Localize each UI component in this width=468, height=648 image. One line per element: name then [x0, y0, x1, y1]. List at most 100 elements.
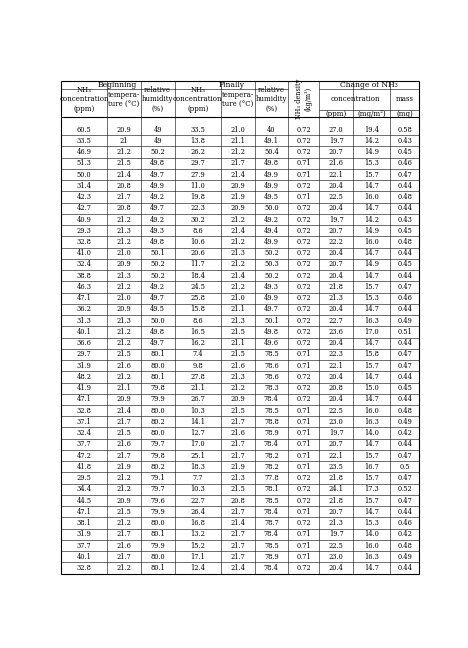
Text: 80.0: 80.0	[150, 553, 165, 561]
Text: 60.5: 60.5	[77, 126, 91, 133]
Text: 21.7: 21.7	[230, 542, 245, 550]
Text: 13.8: 13.8	[190, 137, 205, 145]
Text: 34.4: 34.4	[76, 485, 91, 493]
Text: 21.3: 21.3	[329, 294, 344, 302]
Text: 15.7: 15.7	[365, 474, 379, 482]
Text: 0.49: 0.49	[397, 317, 412, 325]
Text: (ppm): (ppm)	[326, 110, 347, 117]
Text: 49.7: 49.7	[150, 294, 165, 302]
Text: 79.7: 79.7	[150, 441, 165, 448]
Text: 0.47: 0.47	[397, 362, 412, 369]
Text: NH₃
concentration
(ppm): NH₃ concentration (ppm)	[59, 86, 109, 113]
Text: 80.1: 80.1	[150, 351, 165, 358]
Text: 8.6: 8.6	[192, 227, 203, 235]
Text: 27.8: 27.8	[190, 373, 205, 381]
Text: 21.5: 21.5	[117, 508, 132, 516]
Text: 0.72: 0.72	[297, 148, 311, 156]
Text: 49.7: 49.7	[264, 305, 279, 314]
Text: 49.8: 49.8	[150, 238, 165, 246]
Text: 16.3: 16.3	[365, 553, 379, 561]
Text: 25.1: 25.1	[190, 452, 205, 459]
Text: 20.7: 20.7	[329, 260, 344, 268]
Text: 20.9: 20.9	[117, 126, 132, 133]
Text: 0.44: 0.44	[397, 441, 412, 448]
Text: 0.44: 0.44	[397, 182, 412, 190]
Text: 0.44: 0.44	[397, 339, 412, 347]
Text: 0.47: 0.47	[397, 170, 412, 179]
Text: concentration: concentration	[330, 95, 380, 103]
Text: 14.0: 14.0	[365, 429, 379, 437]
Text: 78.5: 78.5	[264, 542, 279, 550]
Text: tempera-
ture (°C): tempera- ture (°C)	[221, 91, 254, 108]
Text: 21.3: 21.3	[329, 519, 344, 527]
Text: 21.2: 21.2	[117, 519, 132, 527]
Text: 21.4: 21.4	[230, 564, 245, 572]
Text: 37.7: 37.7	[77, 542, 91, 550]
Text: 79.9: 79.9	[150, 395, 165, 404]
Text: 22.5: 22.5	[329, 542, 344, 550]
Text: 20.6: 20.6	[190, 249, 205, 257]
Text: 42.3: 42.3	[76, 193, 91, 201]
Text: 22.1: 22.1	[329, 362, 344, 369]
Text: 21.2: 21.2	[117, 564, 132, 572]
Text: 21.5: 21.5	[230, 351, 245, 358]
Text: 50.2: 50.2	[264, 249, 279, 257]
Text: 0.71: 0.71	[297, 193, 311, 201]
Text: 40.1: 40.1	[76, 553, 91, 561]
Text: 7.7: 7.7	[192, 474, 203, 482]
Text: 12.7: 12.7	[190, 429, 205, 437]
Text: 15.3: 15.3	[365, 519, 379, 527]
Text: 0.5: 0.5	[399, 463, 410, 471]
Text: 15.7: 15.7	[365, 496, 379, 505]
Text: 20.9: 20.9	[117, 305, 132, 314]
Text: 15.3: 15.3	[365, 159, 379, 167]
Text: 21.7: 21.7	[230, 530, 245, 538]
Text: 21.2: 21.2	[117, 474, 132, 482]
Text: 21.8: 21.8	[329, 474, 344, 482]
Text: 21.0: 21.0	[230, 294, 245, 302]
Text: 17.3: 17.3	[365, 485, 379, 493]
Text: 11.7: 11.7	[190, 260, 205, 268]
Text: 16.2: 16.2	[190, 339, 205, 347]
Text: 21.1: 21.1	[230, 137, 245, 145]
Text: 21.4: 21.4	[117, 407, 132, 415]
Text: (mg): (mg)	[396, 110, 413, 117]
Text: 0.71: 0.71	[297, 418, 311, 426]
Text: 14.7: 14.7	[365, 395, 379, 404]
Text: 21.5: 21.5	[117, 351, 132, 358]
Text: 21.2: 21.2	[230, 148, 245, 156]
Text: 15.7: 15.7	[365, 170, 379, 179]
Text: 0.48: 0.48	[397, 238, 412, 246]
Text: 20.8: 20.8	[117, 204, 132, 213]
Text: 79.8: 79.8	[150, 452, 165, 459]
Text: 20.7: 20.7	[329, 441, 344, 448]
Text: 0.45: 0.45	[397, 227, 412, 235]
Text: 49: 49	[154, 126, 162, 133]
Text: 0.71: 0.71	[297, 508, 311, 516]
Text: 0.47: 0.47	[397, 496, 412, 505]
Text: 80.2: 80.2	[150, 463, 165, 471]
Text: 22.5: 22.5	[329, 407, 344, 415]
Text: 44.5: 44.5	[76, 496, 91, 505]
Text: 22.5: 22.5	[329, 193, 344, 201]
Text: 79.8: 79.8	[150, 384, 165, 392]
Text: 0.48: 0.48	[397, 542, 412, 550]
Text: 21.4: 21.4	[230, 227, 245, 235]
Text: 48.2: 48.2	[76, 373, 91, 381]
Text: 0.71: 0.71	[297, 362, 311, 369]
Text: 80.0: 80.0	[150, 407, 165, 415]
Text: 19.7: 19.7	[329, 530, 344, 538]
Text: 19.7: 19.7	[329, 429, 344, 437]
Text: 10.6: 10.6	[190, 238, 205, 246]
Text: 20.4: 20.4	[329, 272, 344, 280]
Text: 0.72: 0.72	[297, 373, 311, 381]
Text: 0.71: 0.71	[297, 530, 311, 538]
Text: relative
humidity
(%): relative humidity (%)	[142, 86, 174, 113]
Text: 50.3: 50.3	[264, 260, 279, 268]
Text: 80.1: 80.1	[150, 373, 165, 381]
Text: 0.71: 0.71	[297, 463, 311, 471]
Text: 78.2: 78.2	[264, 452, 279, 459]
Text: 20.4: 20.4	[329, 395, 344, 404]
Text: 16.0: 16.0	[365, 193, 379, 201]
Text: 21.2: 21.2	[230, 216, 245, 224]
